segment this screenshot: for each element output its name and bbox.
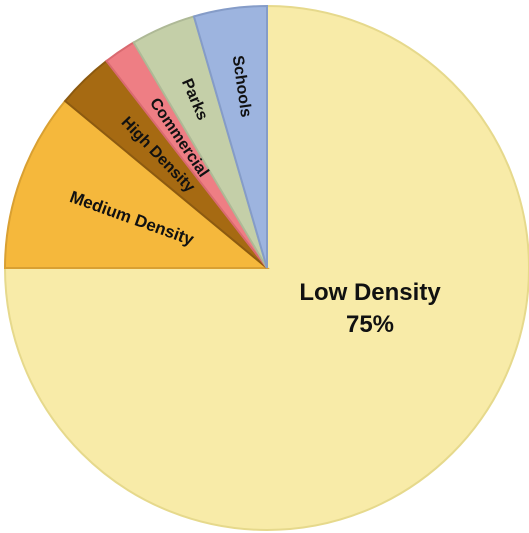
label-low-density: Low Density xyxy=(299,279,441,306)
pie-slice-schools xyxy=(192,4,268,269)
pie-slice-medium-density xyxy=(3,99,270,269)
pie-slice-low-density xyxy=(3,4,529,531)
label-low-density-value: 75% xyxy=(346,311,394,338)
pie-slices xyxy=(3,4,529,531)
